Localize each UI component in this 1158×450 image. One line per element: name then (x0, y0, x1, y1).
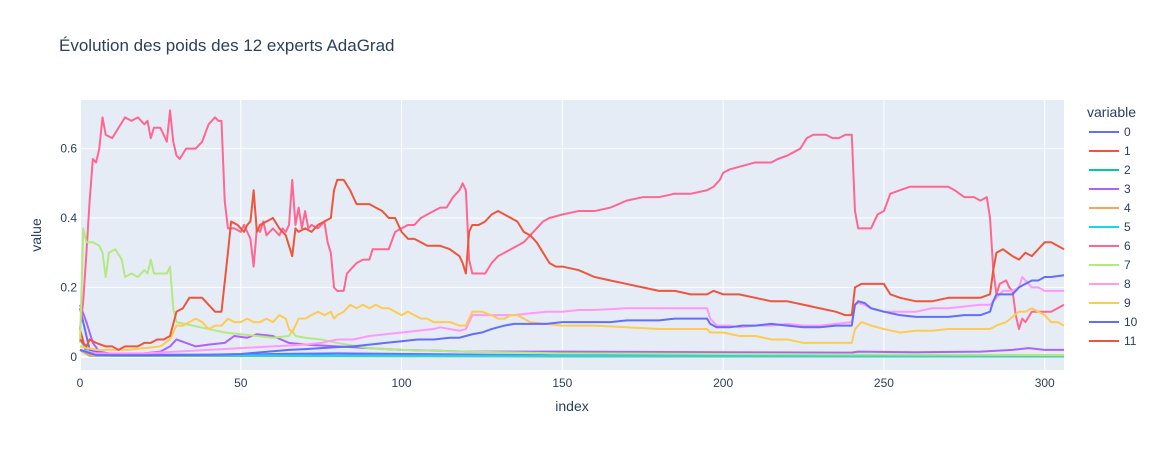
series-line-10 (79, 274, 1065, 357)
legend-label-7[interactable]: 7 (1124, 258, 1131, 272)
x-tick-label: 0 (77, 376, 84, 390)
series-line-6 (79, 109, 1065, 331)
legend-label-10[interactable]: 10 (1124, 315, 1138, 329)
series-line-9 (79, 303, 1065, 351)
chart-title: Évolution des poids des 12 experts AdaGr… (59, 36, 395, 55)
legend-label-8[interactable]: 8 (1124, 277, 1131, 291)
series-line-8 (79, 275, 1064, 355)
legend-label-5[interactable]: 5 (1124, 220, 1131, 234)
x-tick-label: 100 (392, 376, 412, 390)
x-tick-label: 200 (713, 376, 733, 390)
series-lines (79, 109, 1065, 358)
legend-label-9[interactable]: 9 (1124, 296, 1131, 310)
y-tick-label: 0.2 (60, 280, 77, 294)
x-tick-labels: 0 50 100 150 200 250 300 (77, 376, 1055, 390)
legend-label-3[interactable]: 3 (1124, 182, 1131, 196)
y-tick-labels: 0 0.2 0.4 0.6 (60, 142, 77, 364)
y-tick-label: 0.6 (60, 142, 77, 156)
series-line-11 (79, 178, 1065, 351)
legend-title: variable (1087, 104, 1136, 120)
legend-label-6[interactable]: 6 (1124, 239, 1131, 253)
x-tick-label: 250 (874, 376, 894, 390)
legend-label-11[interactable]: 11 (1124, 334, 1137, 348)
y-axis-title: value (28, 218, 44, 252)
legend: variable 0 1 2 3 4 5 6 7 8 9 10 11 (1087, 104, 1138, 348)
legend-label-4[interactable]: 4 (1124, 201, 1131, 215)
x-tick-label: 150 (552, 376, 572, 390)
grid (80, 100, 1064, 370)
x-axis-title: index (555, 398, 588, 414)
legend-label-0[interactable]: 0 (1124, 125, 1131, 139)
y-tick-label: 0 (70, 350, 77, 364)
x-tick-label: 50 (234, 376, 248, 390)
plot-area (80, 100, 1064, 370)
y-tick-label: 0.4 (60, 211, 77, 225)
x-tick-label: 300 (1035, 376, 1055, 390)
legend-label-2[interactable]: 2 (1124, 163, 1131, 177)
legend-label-1[interactable]: 1 (1124, 144, 1131, 158)
